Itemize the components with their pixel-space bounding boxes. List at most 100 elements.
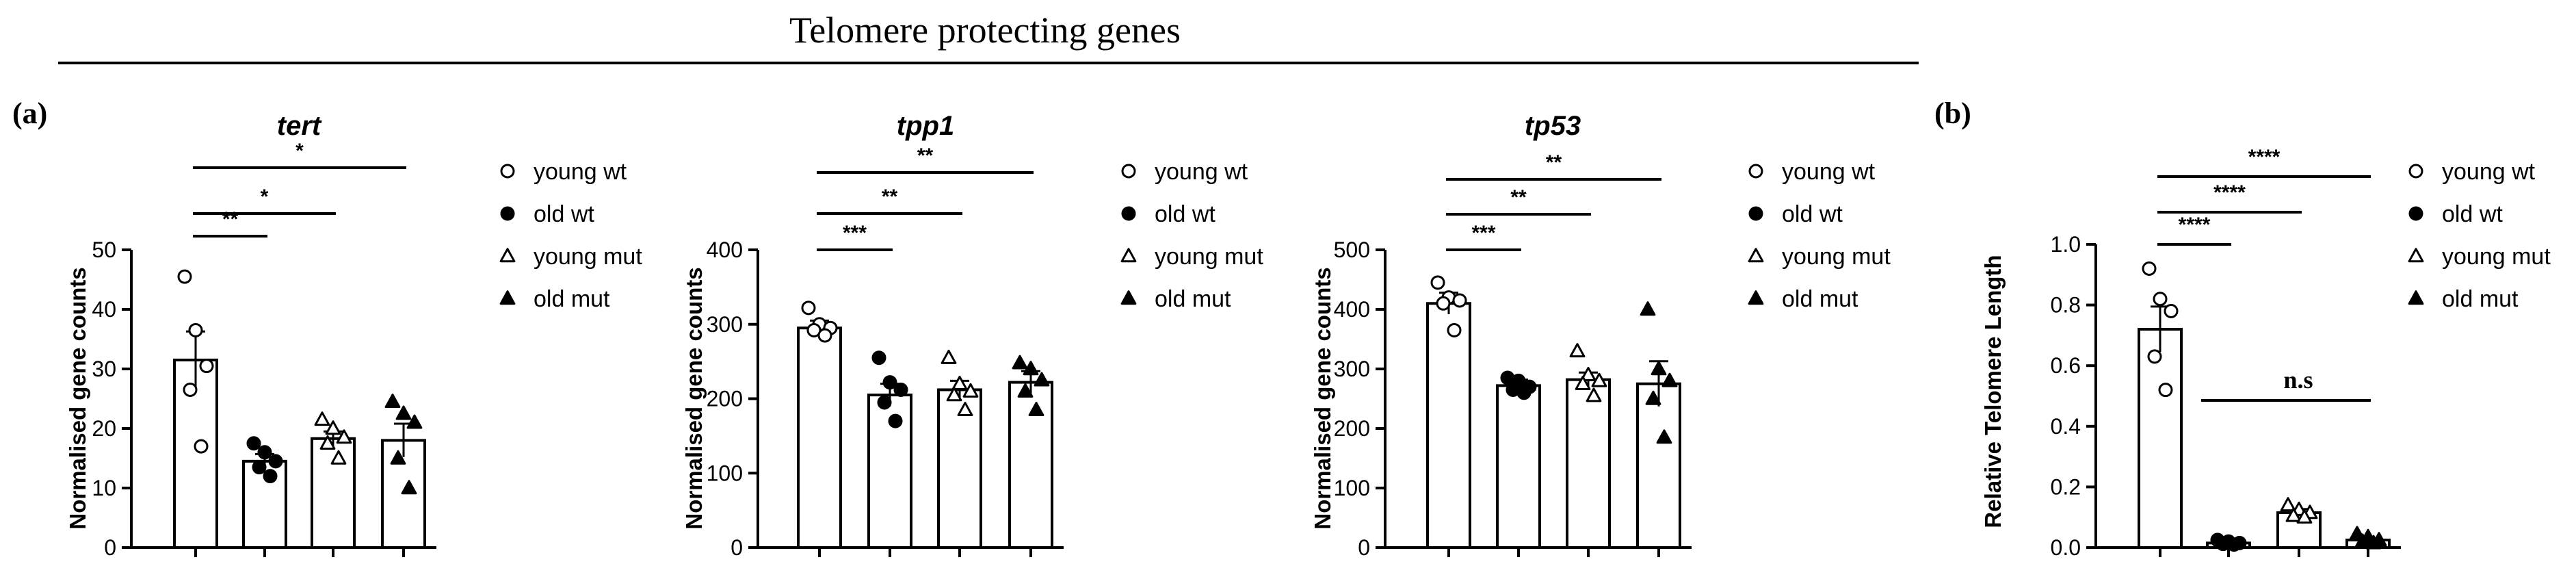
data-point: [1591, 372, 1607, 387]
legend-label: old mut: [534, 286, 610, 312]
data-point: [2226, 537, 2242, 552]
data-point: [336, 429, 352, 444]
legend-marker: [1748, 290, 1764, 305]
data-point: [951, 375, 968, 390]
bar: [1636, 382, 1681, 549]
y-tick-label: 30: [92, 357, 116, 381]
chart-title: tpp1: [897, 111, 954, 141]
legend-label: old wt: [1782, 201, 1843, 227]
legend-label: old wt: [2442, 201, 2503, 227]
figure-title: Telomere protecting genes: [789, 10, 1181, 51]
data-point: [257, 445, 272, 460]
significance-label: ****: [2248, 146, 2281, 168]
significance-label: **: [1510, 186, 1527, 209]
y-tick-label: 20: [92, 416, 116, 441]
data-point: [194, 439, 209, 454]
legend-marker: [1120, 248, 1137, 263]
data-point: [1436, 296, 1451, 311]
y-axis-label: Normalised gene counts: [65, 267, 90, 529]
legend-marker: [1748, 206, 1763, 221]
data-point: [268, 454, 283, 469]
data-point: [962, 383, 979, 398]
data-point: [2158, 383, 2173, 398]
data-point: [1640, 301, 1656, 316]
legend-marker: [1748, 164, 1763, 179]
legend-label: old wt: [1155, 201, 1215, 227]
data-point: [2164, 303, 2179, 318]
legend-label: young wt: [1782, 159, 1876, 185]
data-point: [325, 420, 341, 435]
data-point: [2285, 507, 2302, 522]
data-point: [1034, 372, 1050, 387]
panel-label-b: (b): [1934, 97, 1971, 130]
y-tick-label: 200: [707, 387, 743, 411]
y-tick-label: 0: [1358, 535, 1370, 560]
data-point: [2153, 292, 2168, 307]
y-tick-label: 0.8: [2051, 293, 2081, 318]
data-point: [252, 460, 267, 475]
y-tick-label: 50: [92, 238, 116, 262]
significance-label: **: [1546, 151, 1562, 174]
y-tick-label: 100: [707, 461, 743, 485]
data-point: [941, 349, 957, 364]
data-point: [801, 300, 816, 316]
data-point: [957, 402, 973, 417]
y-tick-label: 400: [707, 238, 743, 262]
y-tick-label: 200: [1334, 416, 1370, 441]
data-point: [1586, 387, 1602, 402]
data-point: [2365, 535, 2382, 550]
y-tick-label: 40: [92, 297, 116, 322]
data-point: [2349, 526, 2365, 541]
data-point: [882, 375, 897, 390]
bar: [173, 358, 218, 549]
bar: [1496, 384, 1541, 549]
data-point: [2147, 349, 2162, 364]
legend-marker: [500, 164, 515, 179]
y-tick-label: 0.6: [2051, 353, 2081, 378]
significance-label: *: [261, 185, 269, 208]
legend-label: young mut: [534, 244, 642, 270]
legend-marker: [1121, 164, 1136, 179]
bar: [311, 437, 356, 549]
panel-label-a: (a): [12, 97, 47, 130]
data-point: [1028, 402, 1044, 417]
significance-label: ***: [843, 222, 867, 244]
data-point: [1452, 293, 1467, 308]
legend-marker: [1121, 206, 1136, 221]
bar: [1566, 378, 1611, 549]
data-point: [395, 405, 412, 420]
legend-marker: [1120, 290, 1137, 305]
data-point: [1023, 361, 1039, 376]
data-point: [2296, 509, 2313, 524]
data-point: [2354, 533, 2371, 548]
y-tick-label: 0: [104, 535, 116, 560]
data-point: [2280, 497, 2296, 512]
legend-label: young wt: [2442, 159, 2536, 185]
data-point: [1569, 343, 1586, 358]
data-point: [1645, 390, 1661, 405]
data-point: [330, 450, 347, 465]
legend-label: young mut: [1782, 244, 1891, 270]
data-point: [1516, 385, 1532, 400]
legend-label: old wt: [534, 201, 594, 227]
data-point: [246, 436, 261, 451]
data-point: [384, 394, 401, 409]
legend-label: young wt: [534, 159, 627, 185]
data-point: [1017, 383, 1034, 398]
data-point: [183, 382, 198, 397]
y-tick-label: 0.2: [2051, 474, 2081, 499]
data-point: [406, 414, 423, 429]
data-point: [199, 359, 214, 374]
bar: [797, 326, 842, 549]
data-point: [1656, 429, 1672, 444]
data-point: [390, 450, 406, 465]
legend-label: old mut: [2442, 286, 2519, 312]
legend-marker: [499, 290, 516, 305]
chart-title: tert: [277, 111, 322, 141]
legend-label: old mut: [1155, 286, 1231, 312]
legend-label: young wt: [1155, 159, 1248, 185]
data-point: [263, 469, 278, 484]
